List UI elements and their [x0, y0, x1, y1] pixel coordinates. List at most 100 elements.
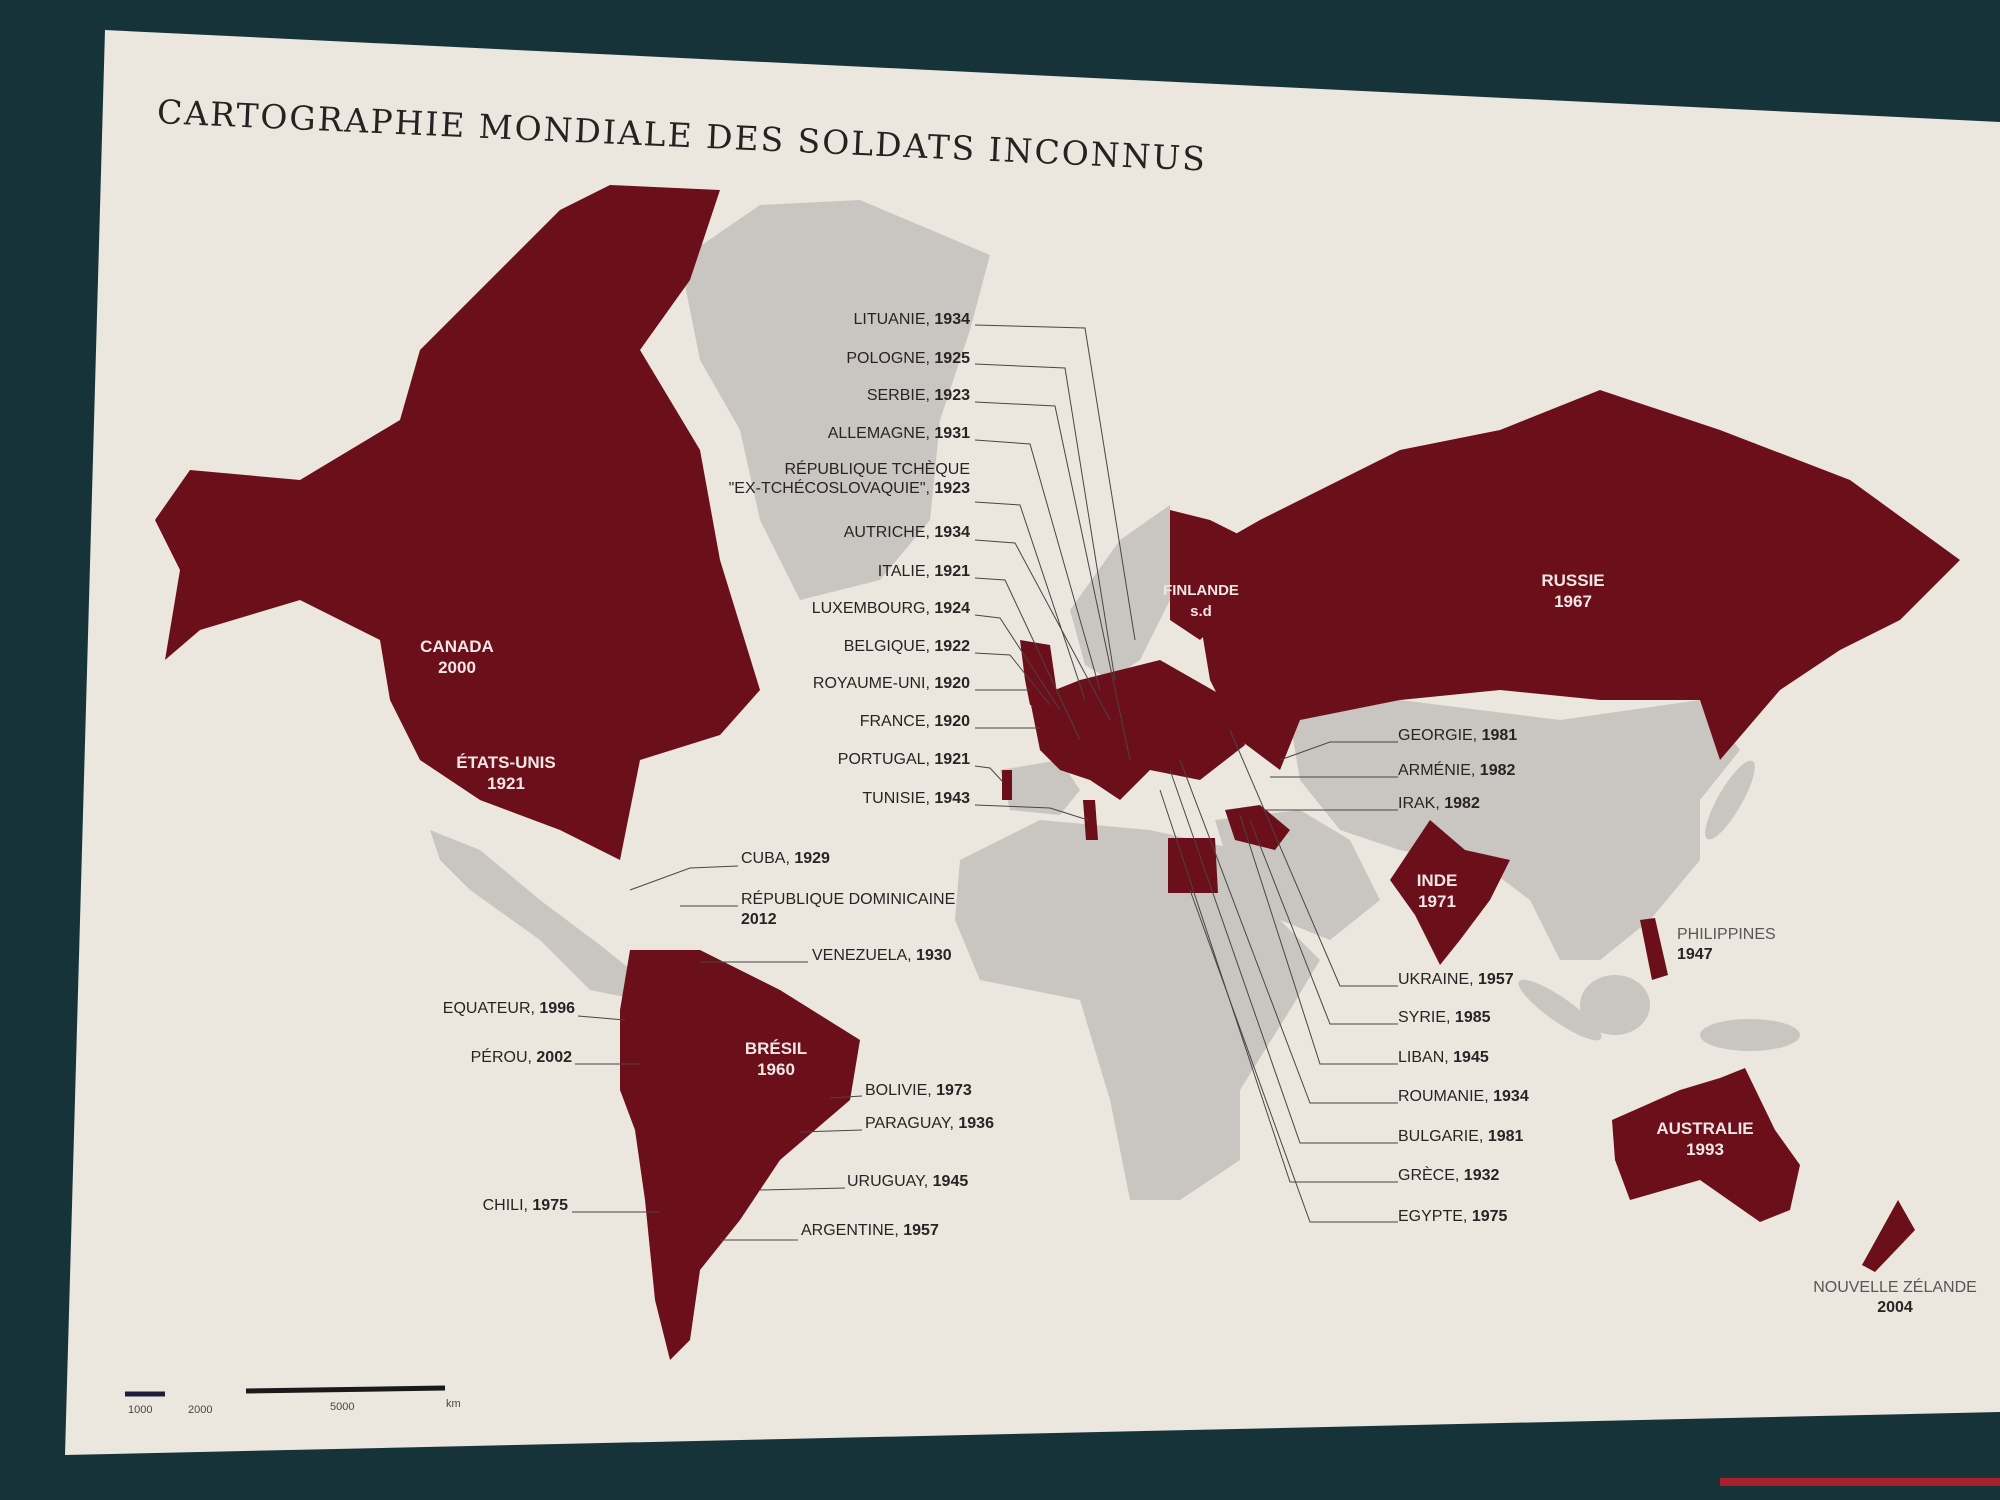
label-east-country: SYRIE, 1985	[1398, 1009, 1491, 1027]
label-east-country: GRÈCE, 1932	[1398, 1167, 1499, 1185]
label-year: 1923	[934, 387, 970, 404]
scale-label-2000: 2000	[188, 1404, 213, 1416]
label-name: BULGARIE,	[1398, 1128, 1484, 1145]
label-year: 1934	[934, 311, 970, 328]
label-year: 1957	[1478, 971, 1514, 988]
label-inde: INDE 1971	[1416, 871, 1458, 911]
label-equateur: EQUATEUR, 1996	[443, 1000, 575, 1018]
label-perou: PÉROU, 2002	[471, 1049, 572, 1067]
label-year: 1996	[539, 1000, 575, 1017]
label-name: ARGENTINE,	[801, 1222, 899, 1239]
label-year: 1945	[1453, 1049, 1489, 1066]
label-name: NOUVELLE ZÉLANDE	[1813, 1279, 1977, 1296]
russia	[1190, 390, 1960, 770]
new-guinea	[1700, 1019, 1800, 1051]
label-year: 1982	[1479, 762, 1516, 779]
label-nouvelle-zelande: NOUVELLE ZÉLANDE 2004	[1810, 1278, 1980, 1318]
label-argentine: ARGENTINE, 1957	[801, 1222, 939, 1240]
canada-usa	[155, 185, 760, 860]
label-year: 2002	[536, 1049, 572, 1066]
label-east-country: ROUMANIE, 1934	[1398, 1088, 1529, 1106]
label-paraguay: PARAGUAY, 1936	[865, 1115, 994, 1133]
label-east-country: EGYPTE, 1975	[1398, 1208, 1507, 1226]
iberia	[1000, 760, 1080, 815]
label-name: VENEZUELA,	[812, 947, 912, 964]
label-name: SERBIE,	[866, 387, 930, 404]
label-year: 1925	[934, 350, 970, 367]
label-name: FRANCE,	[859, 713, 930, 730]
label-name: BELGIQUE,	[843, 638, 930, 655]
philippines	[1640, 918, 1668, 980]
label-name: AUTRICHE,	[843, 524, 930, 541]
label-year: 1973	[936, 1082, 972, 1099]
label-name: PORTUGAL,	[837, 751, 930, 768]
scale-label-5000: 5000	[330, 1401, 355, 1413]
leader-lines	[572, 324, 1398, 1241]
label-name: PHILIPPINES	[1677, 926, 1776, 943]
label-year: 1921	[934, 563, 970, 580]
label-east-country: LIBAN, 1945	[1398, 1049, 1489, 1067]
label-russie: RUSSIE 1967	[1541, 571, 1605, 611]
label-year: 1934	[1493, 1088, 1529, 1105]
scale-bar-long	[245, 1385, 446, 1394]
label-name: GRÈCE,	[1398, 1167, 1460, 1184]
label-australie: AUSTRALIE 1993	[1656, 1119, 1754, 1159]
label-year: 1975	[1471, 1208, 1508, 1225]
label-year: 1981	[1487, 1128, 1524, 1145]
new-zealand	[1862, 1200, 1915, 1272]
highlighted-countries	[155, 185, 1960, 1360]
label-year: 2004	[1877, 1299, 1913, 1316]
scandinavia	[1070, 505, 1170, 680]
label-name: EQUATEUR,	[442, 1000, 535, 1017]
label-venezuela: VENEZUELA, 1930	[812, 947, 952, 965]
label-europe-country: SERBIE, 1923	[867, 387, 970, 405]
label-name: RÉPUBLIQUE TCHÈQUE "EX-TCHÉCOSLOVAQUIE",	[728, 461, 970, 497]
label-name: LITUANIE,	[853, 311, 930, 328]
central-america	[430, 830, 650, 1000]
label-bolivie: BOLIVIE, 1973	[865, 1082, 972, 1100]
label-philippines: PHILIPPINES 1947	[1677, 925, 1776, 965]
label-europe-country: BELGIQUE, 1922	[844, 638, 970, 656]
uk	[1020, 640, 1058, 705]
label-name: BOLIVIE,	[865, 1082, 932, 1099]
label-year: 1985	[1454, 1009, 1491, 1026]
scale-unit: km	[446, 1398, 461, 1410]
label-year: 1981	[1481, 727, 1518, 744]
label-cuba: CUBA, 1929	[741, 850, 830, 868]
label-finlande: FINLANDE s.d	[1163, 582, 1239, 620]
label-year: 1931	[934, 425, 970, 442]
label-year: 1943	[934, 790, 970, 807]
label-name: SYRIE,	[1398, 1009, 1451, 1026]
label-name: TUNISIE,	[862, 790, 930, 807]
label-europe-country: LUXEMBOURG, 1924	[812, 600, 970, 618]
label-europe-country: ROYAUME-UNI, 1920	[813, 675, 970, 693]
label-east-country: UKRAINE, 1957	[1398, 971, 1514, 989]
africa	[955, 820, 1320, 1200]
label-year: 1922	[934, 638, 970, 655]
label-europe-country: RÉPUBLIQUE TCHÈQUE "EX-TCHÉCOSLOVAQUIE",…	[729, 460, 970, 498]
label-name: ITALIE,	[877, 563, 930, 580]
label-name: CHILI,	[482, 1197, 528, 1214]
label-name: CUBA,	[741, 850, 790, 867]
label-east-country: BULGARIE, 1981	[1398, 1128, 1523, 1146]
south-america	[620, 950, 860, 1360]
label-name: PARAGUAY,	[865, 1115, 954, 1132]
label-year: 1920	[934, 713, 970, 730]
label-year: 1957	[903, 1222, 939, 1239]
scale-bar	[125, 1385, 446, 1397]
label-name: ARMÉNIE,	[1398, 762, 1476, 779]
label-year: 1947	[1677, 946, 1713, 963]
irak-syria	[1225, 805, 1290, 850]
label-year: 1930	[916, 947, 952, 964]
label-name: LIBAN,	[1398, 1049, 1449, 1066]
label-year: 1982	[1444, 795, 1480, 812]
scale-label-1000: 1000	[128, 1404, 153, 1416]
india	[1390, 820, 1510, 965]
label-east-country: GEORGIE, 1981	[1398, 727, 1517, 745]
asia	[1290, 700, 1740, 960]
label-europe-country: POLOGNE, 1925	[846, 350, 970, 368]
australia	[1612, 1068, 1800, 1222]
label-year: 1921	[934, 751, 970, 768]
label-uruguay: URUGUAY, 1945	[847, 1173, 968, 1191]
